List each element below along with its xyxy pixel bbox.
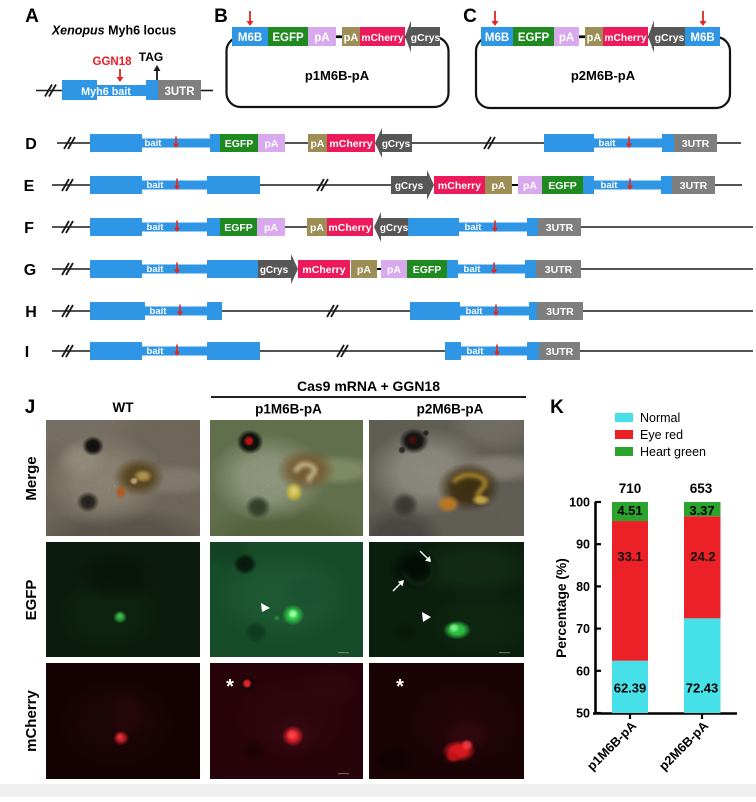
svg-text:pA: pA [310, 222, 324, 234]
svg-text:60: 60 [576, 664, 590, 678]
svg-text:EGFP: EGFP [548, 180, 577, 192]
svg-text:Cas9 mRNA + GGN18: Cas9 mRNA + GGN18 [297, 378, 440, 394]
svg-text:3.37: 3.37 [689, 503, 714, 518]
svg-text:3UTR: 3UTR [680, 180, 708, 192]
svg-text:F: F [24, 220, 34, 237]
svg-text:mCherry: mCherry [23, 690, 40, 752]
svg-text:C: C [463, 6, 477, 27]
svg-text:pA: pA [357, 264, 371, 276]
svg-text:p1M6B-pA: p1M6B-pA [305, 68, 370, 83]
svg-text:E: E [24, 178, 35, 195]
svg-text:gCrys: gCrys [411, 32, 441, 44]
svg-text:gCrys: gCrys [260, 265, 289, 276]
svg-text:bait: bait [145, 138, 163, 149]
svg-text:M6B: M6B [238, 32, 262, 44]
svg-text:pA: pA [344, 32, 359, 44]
svg-text:mCherry: mCherry [604, 33, 647, 44]
svg-text:Heart green: Heart green [640, 445, 706, 459]
svg-text:WT: WT [113, 400, 135, 415]
svg-text:50: 50 [576, 707, 590, 721]
svg-text:*: * [396, 676, 404, 698]
svg-text:3UTR: 3UTR [164, 86, 195, 98]
svg-text:24.2: 24.2 [690, 549, 715, 564]
svg-text:Myh6 bait: Myh6 bait [81, 86, 131, 98]
svg-text:70: 70 [576, 622, 590, 636]
svg-text:J: J [25, 397, 36, 418]
svg-text:3UTR: 3UTR [682, 138, 710, 150]
svg-text:mCherry: mCherry [361, 33, 404, 44]
svg-text:bait: bait [147, 264, 165, 275]
svg-text:80: 80 [576, 580, 590, 594]
svg-text:pA: pA [265, 138, 279, 150]
svg-text:pA: pA [314, 32, 329, 44]
svg-text:90: 90 [576, 538, 590, 552]
svg-text:pA: pA [559, 32, 574, 44]
svg-text:K: K [550, 397, 564, 418]
svg-text:mCherry: mCherry [438, 180, 481, 192]
svg-text:mCherry: mCherry [328, 222, 371, 234]
svg-text:gCrys: gCrys [382, 139, 411, 150]
svg-text:EGFP: EGFP [224, 222, 253, 234]
svg-text:M6B: M6B [485, 32, 509, 44]
svg-text:mCherry: mCherry [329, 138, 372, 150]
svg-text:bait: bait [599, 138, 617, 149]
svg-text:gCrys: gCrys [380, 223, 409, 234]
svg-text:EGFP: EGFP [413, 264, 442, 276]
svg-text:Percentage (%): Percentage (%) [554, 558, 569, 658]
svg-text:pA: pA [523, 180, 537, 192]
svg-text:p2M6B-pA: p2M6B-pA [571, 68, 636, 83]
svg-text:bait: bait [147, 346, 165, 357]
svg-text:bait: bait [466, 306, 484, 317]
svg-text:Xenopus Myh6 locus: Xenopus Myh6 locus [51, 24, 176, 38]
svg-text:bait: bait [147, 180, 165, 191]
svg-text:gCrys: gCrys [395, 181, 424, 192]
svg-text:M6B: M6B [690, 32, 714, 44]
svg-text:B: B [214, 6, 228, 27]
svg-text:EGFP: EGFP [272, 32, 304, 44]
svg-text:bait: bait [150, 306, 168, 317]
svg-text:3UTR: 3UTR [546, 346, 574, 358]
svg-text:G: G [24, 262, 36, 279]
svg-text:Eye red: Eye red [640, 428, 683, 442]
svg-text:Merge: Merge [23, 456, 40, 500]
svg-text:mCherry: mCherry [302, 264, 345, 276]
svg-text:pA: pA [587, 32, 602, 44]
svg-text:3UTR: 3UTR [546, 222, 574, 234]
svg-text:bait: bait [601, 180, 619, 191]
svg-text:D: D [25, 136, 37, 153]
svg-text:*: * [226, 676, 234, 698]
svg-text:100: 100 [569, 496, 590, 510]
svg-text:3UTR: 3UTR [546, 306, 574, 318]
svg-text:H: H [25, 304, 37, 321]
svg-text:pA: pA [311, 138, 325, 150]
svg-text:33.1: 33.1 [617, 549, 642, 564]
svg-text:bait: bait [147, 222, 165, 233]
svg-text:bait: bait [464, 264, 482, 275]
svg-text:pA: pA [387, 264, 401, 276]
svg-text:62.39: 62.39 [614, 681, 647, 696]
svg-text:TAG: TAG [139, 50, 163, 64]
svg-text:bait: bait [467, 346, 485, 357]
svg-text:EGFP: EGFP [23, 580, 40, 621]
svg-text:pA: pA [264, 222, 278, 234]
svg-text:Normal: Normal [640, 411, 680, 425]
svg-text:p2M6B-pA: p2M6B-pA [417, 402, 484, 417]
svg-text:bait: bait [465, 222, 483, 233]
svg-text:EGFP: EGFP [225, 138, 254, 150]
svg-text:72.43: 72.43 [686, 681, 719, 696]
svg-text:653: 653 [690, 481, 713, 496]
svg-text:3UTR: 3UTR [545, 264, 573, 276]
svg-text:A: A [25, 6, 39, 27]
svg-text:710: 710 [619, 481, 642, 496]
svg-text:gCrys: gCrys [655, 32, 685, 44]
svg-text:pA: pA [492, 180, 506, 192]
svg-text:4.51: 4.51 [617, 503, 642, 518]
svg-text:GGN18: GGN18 [93, 56, 133, 68]
svg-text:I: I [25, 344, 29, 361]
svg-text:EGFP: EGFP [518, 32, 550, 44]
svg-text:p1M6B-pA: p1M6B-pA [255, 402, 322, 417]
